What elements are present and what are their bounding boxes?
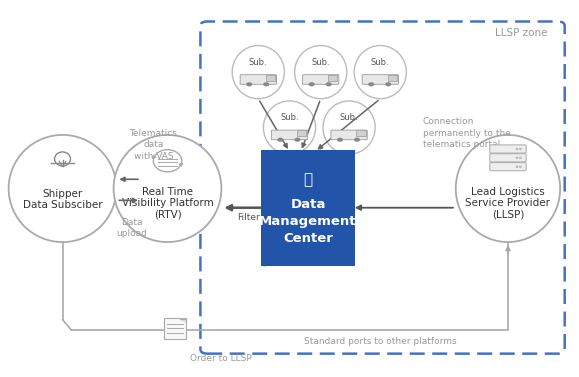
FancyBboxPatch shape xyxy=(163,318,186,339)
Text: Sub.: Sub. xyxy=(312,58,330,66)
Ellipse shape xyxy=(519,148,522,150)
FancyBboxPatch shape xyxy=(297,130,306,136)
FancyBboxPatch shape xyxy=(328,75,337,81)
Ellipse shape xyxy=(295,46,347,99)
Ellipse shape xyxy=(9,135,116,242)
Text: Real Time
Visibility Platform
(RTV): Real Time Visibility Platform (RTV) xyxy=(122,187,214,220)
Ellipse shape xyxy=(263,83,269,86)
Text: Data
upload: Data upload xyxy=(116,218,147,238)
Ellipse shape xyxy=(519,166,522,168)
Text: Standard ports to other platforms: Standard ports to other platforms xyxy=(304,337,457,346)
Text: Data
Management
Center: Data Management Center xyxy=(259,198,357,245)
FancyBboxPatch shape xyxy=(490,162,526,171)
Text: Sub.: Sub. xyxy=(280,113,299,122)
Text: Sub.: Sub. xyxy=(340,113,358,122)
FancyBboxPatch shape xyxy=(240,75,276,84)
Ellipse shape xyxy=(113,135,221,242)
Text: Lead Logistics
Service Provider
(LLSP): Lead Logistics Service Provider (LLSP) xyxy=(466,187,551,220)
Ellipse shape xyxy=(326,83,332,86)
Ellipse shape xyxy=(309,83,314,86)
FancyBboxPatch shape xyxy=(388,75,397,81)
Ellipse shape xyxy=(516,148,518,150)
FancyBboxPatch shape xyxy=(362,75,398,84)
FancyBboxPatch shape xyxy=(266,75,275,81)
FancyBboxPatch shape xyxy=(331,130,367,140)
Ellipse shape xyxy=(516,166,518,168)
Ellipse shape xyxy=(232,46,284,99)
Ellipse shape xyxy=(354,46,406,99)
Ellipse shape xyxy=(295,138,301,142)
Text: 🔀: 🔀 xyxy=(303,172,313,187)
Ellipse shape xyxy=(519,156,522,159)
FancyBboxPatch shape xyxy=(490,154,526,162)
Text: Sub.: Sub. xyxy=(249,58,267,66)
FancyBboxPatch shape xyxy=(490,145,526,153)
Text: Filter: Filter xyxy=(237,213,260,222)
Text: Shipper
Data Subsciber: Shipper Data Subsciber xyxy=(23,189,102,210)
Text: Connection
permanently to the
telematics portal: Connection permanently to the telematics… xyxy=(423,118,511,149)
Text: LLSP zone: LLSP zone xyxy=(495,28,548,38)
Ellipse shape xyxy=(386,83,391,86)
Ellipse shape xyxy=(277,138,283,142)
Polygon shape xyxy=(180,319,186,322)
Text: Order to LLSP: Order to LLSP xyxy=(190,354,252,363)
Ellipse shape xyxy=(516,156,518,159)
Ellipse shape xyxy=(456,135,560,242)
FancyBboxPatch shape xyxy=(303,75,339,84)
FancyBboxPatch shape xyxy=(272,130,307,140)
FancyBboxPatch shape xyxy=(261,150,355,266)
Ellipse shape xyxy=(247,83,252,86)
Ellipse shape xyxy=(323,101,375,154)
Text: Sub.: Sub. xyxy=(371,58,390,66)
Ellipse shape xyxy=(337,138,343,142)
Ellipse shape xyxy=(368,83,374,86)
Ellipse shape xyxy=(354,138,360,142)
FancyBboxPatch shape xyxy=(357,130,365,136)
Ellipse shape xyxy=(263,101,316,154)
Text: Telematics
data
with VAS: Telematics data with VAS xyxy=(129,129,177,161)
